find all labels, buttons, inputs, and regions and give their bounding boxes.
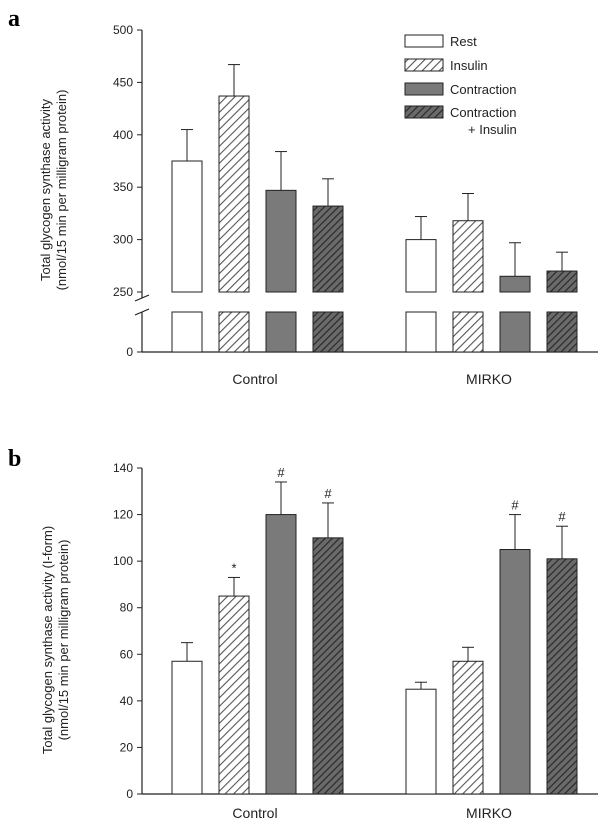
legend-label: Rest — [450, 34, 477, 49]
panel-label: a — [8, 6, 20, 32]
y-tick-label: 60 — [120, 647, 134, 661]
bar-lower-light-hatch — [452, 311, 484, 353]
y-tick-label: 350 — [113, 180, 133, 194]
y-tick-label: 40 — [120, 694, 134, 708]
bar-solid-gray — [499, 549, 531, 795]
y-axis-title: Total glycogen synthase activity (I-form… — [40, 526, 71, 754]
bar-lower-light-hatch — [218, 311, 250, 353]
y-tick-label: 500 — [113, 23, 133, 37]
bar-upper-open — [171, 160, 203, 293]
legend-label: Contraction + Insulin — [450, 105, 517, 137]
legend-label-line: Contraction — [450, 105, 516, 120]
bar-dark-hatch — [546, 558, 578, 795]
legend-label: Contraction — [450, 82, 516, 97]
bar-lower-dark-hatch — [546, 311, 578, 353]
bar-upper-solid-gray — [265, 189, 297, 293]
y-axis-title-line: Total glycogen synthase activity (I-form… — [40, 526, 55, 754]
x-category-label: Control — [232, 371, 277, 387]
panel-b: b 0 20 40 60 80 100 120 140 Total glycogen syntha… — [8, 446, 598, 821]
significance-mark: # — [324, 486, 332, 501]
y-axis-title: Total glycogen synthase activity(nmol/15… — [38, 90, 69, 291]
y-tick-label: 120 — [113, 508, 133, 522]
x-category-label: Control — [232, 805, 277, 821]
y-tick-label: 400 — [113, 128, 133, 142]
bar-light-hatch — [452, 660, 484, 795]
bar-lower-solid-gray — [265, 311, 297, 353]
y-tick-label: 140 — [113, 461, 133, 475]
significance-mark: * — [231, 560, 236, 575]
legend-swatch-open — [404, 34, 444, 48]
y-tick-label: 20 — [120, 740, 134, 754]
y-axis-title-line: Total glycogen synthase activity — [38, 98, 53, 281]
bar-lower-dark-hatch — [312, 311, 344, 353]
bar-solid-gray — [265, 514, 297, 795]
y-tick-label: 450 — [113, 75, 133, 89]
y-tick-label: 80 — [120, 601, 134, 615]
axis-break-mark — [134, 294, 150, 302]
bar-open — [171, 660, 203, 795]
x-category-label: MIRKO — [466, 371, 512, 387]
axis-break-mark — [134, 308, 150, 316]
bar-upper-dark-hatch — [312, 205, 344, 293]
bar-upper-light-hatch — [452, 220, 484, 293]
y-tick-label: 0 — [126, 345, 133, 359]
y-axis-title-line: (nmol/15 min per milligram protein) — [54, 90, 69, 291]
legend-swatch-dark-hatch — [404, 105, 444, 119]
bar-upper-open — [405, 239, 437, 293]
legend-swatch-solid-gray — [404, 82, 444, 96]
x-category-label: MIRKO — [466, 805, 512, 821]
bar-upper-light-hatch — [218, 95, 250, 293]
y-tick-label: 300 — [113, 233, 133, 247]
bar-open — [405, 688, 437, 795]
y-tick-label: 100 — [113, 554, 133, 568]
bar-light-hatch — [218, 595, 250, 795]
bar-lower-solid-gray — [499, 311, 531, 353]
legend-label: Insulin — [450, 58, 488, 73]
significance-mark: # — [511, 498, 519, 513]
y-tick-label: 250 — [113, 285, 133, 299]
panel-label: b — [8, 446, 21, 472]
bar-lower-open — [405, 311, 437, 353]
y-tick-label: 0 — [126, 787, 133, 801]
bar-lower-open — [171, 311, 203, 353]
panel-a: a 0 250 300 350 400 450 500 Total glycogen synth… — [8, 6, 598, 387]
y-axis-title-line: (nmol/15 min per milligram protein) — [56, 540, 71, 741]
bar-dark-hatch — [312, 537, 344, 795]
legend-label-line: + Insulin — [468, 122, 517, 137]
legend-swatch-light-hatch — [404, 58, 444, 72]
significance-mark: # — [277, 465, 285, 480]
bar-upper-solid-gray — [499, 275, 531, 293]
significance-mark: # — [558, 509, 566, 524]
bar-upper-dark-hatch — [546, 270, 578, 293]
